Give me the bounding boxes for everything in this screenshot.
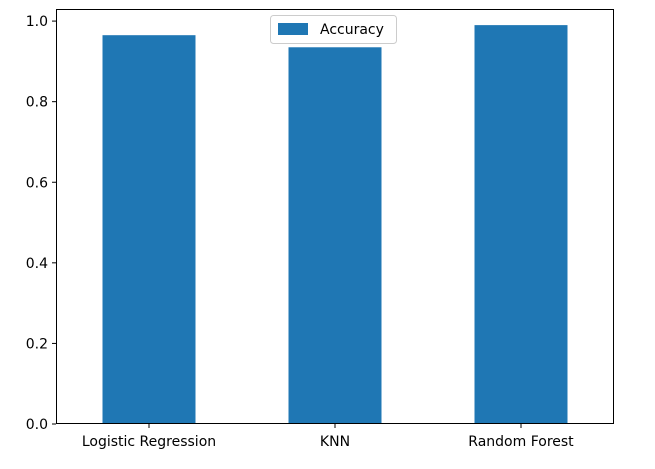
y-axis: 0.0 0.2 0.4 0.6 0.8 1.0 — [26, 14, 56, 433]
bars-layer — [102, 25, 568, 425]
legend: Accuracy — [270, 15, 397, 44]
x-axis: Logistic Regression KNN Random Forest — [82, 424, 574, 450]
legend-swatch — [278, 23, 308, 35]
legend-box — [270, 15, 397, 44]
bar-logistic-regression — [102, 35, 196, 424]
y-tick-label: 0.8 — [26, 95, 48, 111]
bar-knn — [288, 47, 382, 424]
x-tick-label: KNN — [320, 434, 350, 450]
y-tick-label: 0.0 — [26, 417, 48, 433]
x-tick-label: Logistic Regression — [82, 434, 216, 450]
y-tick-label: 0.6 — [26, 175, 48, 191]
y-tick-label: 1.0 — [26, 14, 48, 30]
y-tick-label: 0.4 — [26, 256, 48, 272]
plot-frame — [56, 9, 614, 424]
y-tick-label: 0.2 — [26, 336, 48, 352]
legend-label: Accuracy — [320, 22, 384, 38]
bar-random-forest — [474, 25, 568, 425]
x-tick-label: Random Forest — [468, 434, 574, 450]
